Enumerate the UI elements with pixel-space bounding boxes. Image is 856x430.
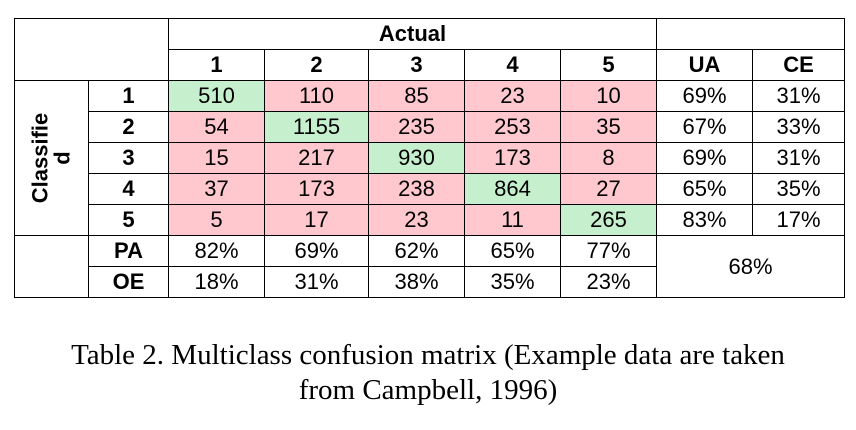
oe-row: OE 18% 31% 38% 35% 23% <box>15 266 845 298</box>
matrix-cell: 1155 <box>264 111 369 143</box>
table-row: Classifie d 1 510 110 85 23 10 69% 31% <box>14 80 845 236</box>
pa-cell: 77% <box>560 235 657 267</box>
caption-line: Table 2. Multiclass confusion matrix (Ex… <box>71 339 785 371</box>
matrix-cell: 5 <box>168 204 265 236</box>
pa-row: PA 82% 69% 62% 65% 77% 68% <box>14 235 845 298</box>
matrix-cell: 930 <box>368 142 465 174</box>
ce-cell: 17% <box>752 204 845 236</box>
ua-cell: 65% <box>656 173 753 205</box>
row-header: 5 <box>88 204 169 236</box>
pa-cell: 82% <box>168 235 265 267</box>
matrix-cell: 265 <box>560 204 657 236</box>
oe-cell: 31% <box>264 266 369 298</box>
oe-cell: 35% <box>464 266 561 298</box>
matrix-cell: 510 <box>168 80 265 112</box>
row-header: 3 <box>88 142 169 174</box>
matrix-cell: 253 <box>464 111 561 143</box>
caption-line: from Campbell, 1996) <box>298 374 558 406</box>
ua-cell: 69% <box>656 142 753 174</box>
ce-cell: 31% <box>752 80 845 112</box>
table-caption: Table 2. Multiclass confusion matrix (Ex… <box>0 338 856 408</box>
row-header: 1 <box>88 80 169 112</box>
oe-cell: 23% <box>560 266 657 298</box>
classified-label-cell: Classifie d <box>14 80 89 236</box>
matrix-cell: 173 <box>464 142 561 174</box>
column-header: 1 <box>168 49 265 81</box>
ce-cell: 33% <box>752 111 845 143</box>
column-header: 2 <box>264 49 369 81</box>
ce-cell: 31% <box>752 142 845 174</box>
pa-cell: 65% <box>464 235 561 267</box>
ua-cell: 69% <box>656 80 753 112</box>
metrics-corner-cell <box>656 18 845 50</box>
table-row: 4 37 173 238 864 27 65% 35% <box>15 173 845 205</box>
matrix-cell: 864 <box>464 173 561 205</box>
matrix-cell: 35 <box>560 111 657 143</box>
matrix-cell: 17 <box>264 204 369 236</box>
matrix-cell: 23 <box>368 204 465 236</box>
ua-cell: 67% <box>656 111 753 143</box>
column-header: 3 <box>368 49 465 81</box>
pa-cell: 69% <box>264 235 369 267</box>
ua-header: UA <box>656 49 753 81</box>
ua-cell: 83% <box>656 204 753 236</box>
ce-header: CE <box>752 49 845 81</box>
overall-accuracy-cell: 68% <box>656 235 845 298</box>
matrix-cell: 37 <box>168 173 265 205</box>
ce-cell: 35% <box>752 173 845 205</box>
table-row: 5 5 17 23 11 265 83% 17% <box>15 204 845 236</box>
oe-header: OE <box>88 266 169 298</box>
matrix-cell: 8 <box>560 142 657 174</box>
matrix-cell: 173 <box>264 173 369 205</box>
confusion-matrix-table: Actual 1 2 3 4 5 UA CE Classifie d 1 510… <box>14 18 845 298</box>
column-header: 5 <box>560 49 657 81</box>
oe-cell: 18% <box>168 266 265 298</box>
classified-label: Classifie d <box>27 112 74 204</box>
corner-cell <box>14 18 169 81</box>
matrix-cell: 54 <box>168 111 265 143</box>
matrix-cell: 85 <box>368 80 465 112</box>
matrix-cell: 11 <box>464 204 561 236</box>
matrix-cell: 23 <box>464 80 561 112</box>
pa-header: PA <box>88 235 169 267</box>
table-row: 2 54 1155 235 253 35 67% 33% <box>15 111 845 143</box>
column-header-row: 1 2 3 4 5 UA CE <box>15 49 845 81</box>
matrix-cell: 235 <box>368 111 465 143</box>
matrix-cell: 27 <box>560 173 657 205</box>
matrix-cell: 15 <box>168 142 265 174</box>
matrix-cell: 10 <box>560 80 657 112</box>
column-header: 4 <box>464 49 561 81</box>
bottom-left-empty-cell <box>14 235 89 298</box>
matrix-cell: 238 <box>368 173 465 205</box>
actual-header: Actual <box>168 18 657 50</box>
matrix-cell: 110 <box>264 80 369 112</box>
matrix-cell: 217 <box>264 142 369 174</box>
pa-cell: 62% <box>368 235 465 267</box>
row-header: 4 <box>88 173 169 205</box>
oe-cell: 38% <box>368 266 465 298</box>
row-header: 2 <box>88 111 169 143</box>
table-row: 3 15 217 930 173 8 69% 31% <box>15 142 845 174</box>
